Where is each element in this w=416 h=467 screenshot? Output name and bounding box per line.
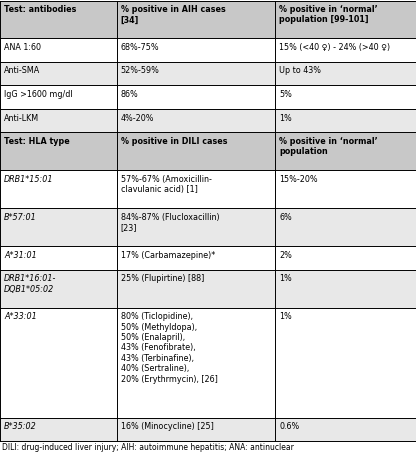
Bar bbox=[0, 270, 416, 308]
Bar bbox=[0, 208, 416, 246]
Bar bbox=[0, 308, 416, 417]
Text: A*33:01: A*33:01 bbox=[4, 312, 37, 321]
Text: IgG >1600 mg/dl: IgG >1600 mg/dl bbox=[4, 90, 73, 99]
Text: 0.6%: 0.6% bbox=[279, 422, 300, 431]
Text: 86%: 86% bbox=[121, 90, 138, 99]
Text: 84%-87% (Flucloxacillin)
[23]: 84%-87% (Flucloxacillin) [23] bbox=[121, 213, 219, 232]
Text: 5%: 5% bbox=[279, 90, 292, 99]
Text: % positive in ‘normal’
population: % positive in ‘normal’ population bbox=[279, 137, 378, 156]
Text: 57%-67% (Amoxicillin-
clavulanic acid) [1]: 57%-67% (Amoxicillin- clavulanic acid) [… bbox=[121, 175, 211, 194]
Bar bbox=[0, 417, 416, 441]
Text: 16% (Minocycline) [25]: 16% (Minocycline) [25] bbox=[121, 422, 213, 431]
Text: 68%-75%: 68%-75% bbox=[121, 43, 159, 52]
Text: B*57:01: B*57:01 bbox=[4, 213, 37, 222]
Bar bbox=[0, 38, 416, 62]
Text: % positive in ‘normal’
population [99-101]: % positive in ‘normal’ population [99-10… bbox=[279, 5, 378, 24]
Text: Test: HLA type: Test: HLA type bbox=[4, 137, 70, 146]
Text: 4%-20%: 4%-20% bbox=[121, 113, 154, 122]
Text: 1%: 1% bbox=[279, 274, 292, 283]
Text: 25% (Flupirtine) [88]: 25% (Flupirtine) [88] bbox=[121, 274, 204, 283]
Bar bbox=[0, 170, 416, 208]
Text: Anti-LKM: Anti-LKM bbox=[4, 113, 39, 122]
Text: A*31:01: A*31:01 bbox=[4, 251, 37, 260]
Text: 6%: 6% bbox=[279, 213, 292, 222]
Text: B*35:02: B*35:02 bbox=[4, 422, 37, 431]
Text: 1%: 1% bbox=[279, 113, 292, 122]
Text: 17% (Carbamazepine)*: 17% (Carbamazepine)* bbox=[121, 251, 215, 260]
Bar bbox=[0, 246, 416, 270]
Text: Anti-SMA: Anti-SMA bbox=[4, 66, 40, 76]
Bar bbox=[0, 62, 416, 85]
Bar bbox=[0, 133, 416, 170]
Text: % positive in DILI cases: % positive in DILI cases bbox=[121, 137, 227, 146]
Bar bbox=[0, 0, 416, 38]
Text: 15% (<40 ♀) - 24% (>40 ♀): 15% (<40 ♀) - 24% (>40 ♀) bbox=[279, 43, 391, 52]
Text: Up to 43%: Up to 43% bbox=[279, 66, 321, 76]
Text: % positive in AIH cases
[34]: % positive in AIH cases [34] bbox=[121, 5, 225, 24]
Text: DILI: drug-induced liver injury; AIH: autoimmune hepatitis; ANA: antinuclear: DILI: drug-induced liver injury; AIH: au… bbox=[2, 443, 294, 452]
Text: Test: antibodies: Test: antibodies bbox=[4, 5, 77, 14]
Text: 15%-20%: 15%-20% bbox=[279, 175, 318, 184]
Text: 1%: 1% bbox=[279, 312, 292, 321]
Text: 52%-59%: 52%-59% bbox=[121, 66, 159, 76]
Bar bbox=[0, 85, 416, 109]
Text: 80% (Ticlopidine),
50% (Methyldopa),
50% (Enalapril),
43% (Fenofibrate),
43% (Te: 80% (Ticlopidine), 50% (Methyldopa), 50%… bbox=[121, 312, 218, 384]
Text: DRB1*16:01-
DQB1*05:02: DRB1*16:01- DQB1*05:02 bbox=[4, 274, 57, 294]
Text: 2%: 2% bbox=[279, 251, 292, 260]
Text: ANA 1:60: ANA 1:60 bbox=[4, 43, 41, 52]
Bar bbox=[0, 109, 416, 133]
Text: DRB1*15:01: DRB1*15:01 bbox=[4, 175, 54, 184]
